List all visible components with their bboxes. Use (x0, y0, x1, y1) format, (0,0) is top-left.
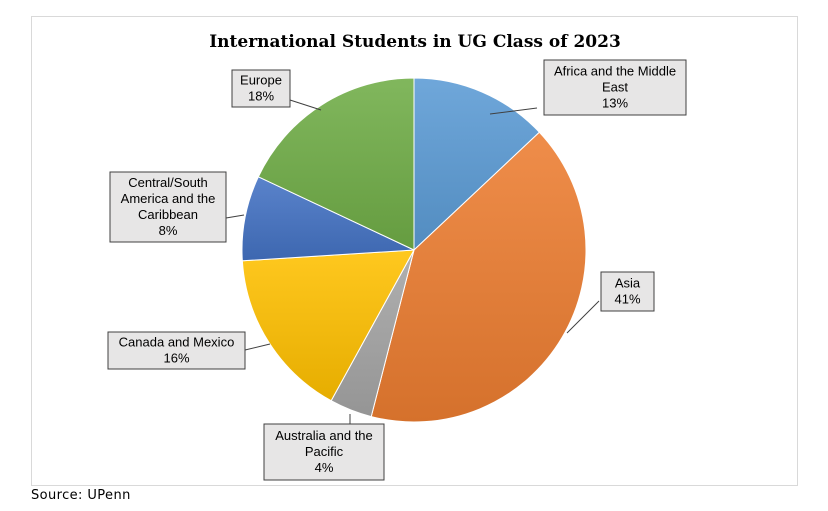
slice-category-label: Africa and the Middle (554, 64, 676, 79)
slice-percent-label: 13% (602, 96, 628, 111)
pie-chart: International Students in UG Class of 20… (107, 32, 687, 481)
slice-percent-label: 16% (163, 351, 189, 366)
pie-slice-europe (257, 77, 415, 251)
slice-category-label: Asia (615, 276, 641, 291)
callout-box (109, 171, 227, 243)
pie-slice-canada-and-mexico (241, 249, 415, 402)
chart-frame: International Students in UG Class of 20… (31, 16, 798, 486)
slice-percent-label: 8% (159, 223, 178, 238)
slice-category-label: East (602, 80, 628, 95)
slice-category-label: Pacific (305, 444, 344, 459)
chart-title: International Students in UG Class of 20… (209, 32, 621, 52)
slice-category-label: America and the (121, 191, 216, 206)
leader-line (489, 107, 538, 115)
slice-category-label: Central/South (128, 175, 208, 190)
slice-category-label: Canada and Mexico (119, 335, 235, 350)
slice-category-label: Europe (240, 73, 282, 88)
leader-line (289, 99, 322, 111)
leader-line (244, 343, 271, 351)
source-note: Source: UPenn (31, 488, 131, 503)
slice-category-label: Australia and the (275, 428, 373, 443)
pie-slice-asia (370, 131, 587, 423)
leader-line (225, 214, 245, 219)
slice-category-label: Caribbean (138, 207, 198, 222)
slice-percent-label: 41% (614, 292, 640, 307)
callout-box (231, 69, 291, 108)
slice-percent-label: 18% (248, 89, 274, 104)
leader-line (566, 300, 600, 334)
pie-slice-africa-and-the-middle-east (413, 77, 541, 252)
callout-box (543, 59, 687, 116)
callout-box (600, 271, 655, 312)
slice-percent-label: 4% (315, 460, 334, 475)
callout-box (107, 331, 246, 370)
callout-box (263, 423, 385, 481)
